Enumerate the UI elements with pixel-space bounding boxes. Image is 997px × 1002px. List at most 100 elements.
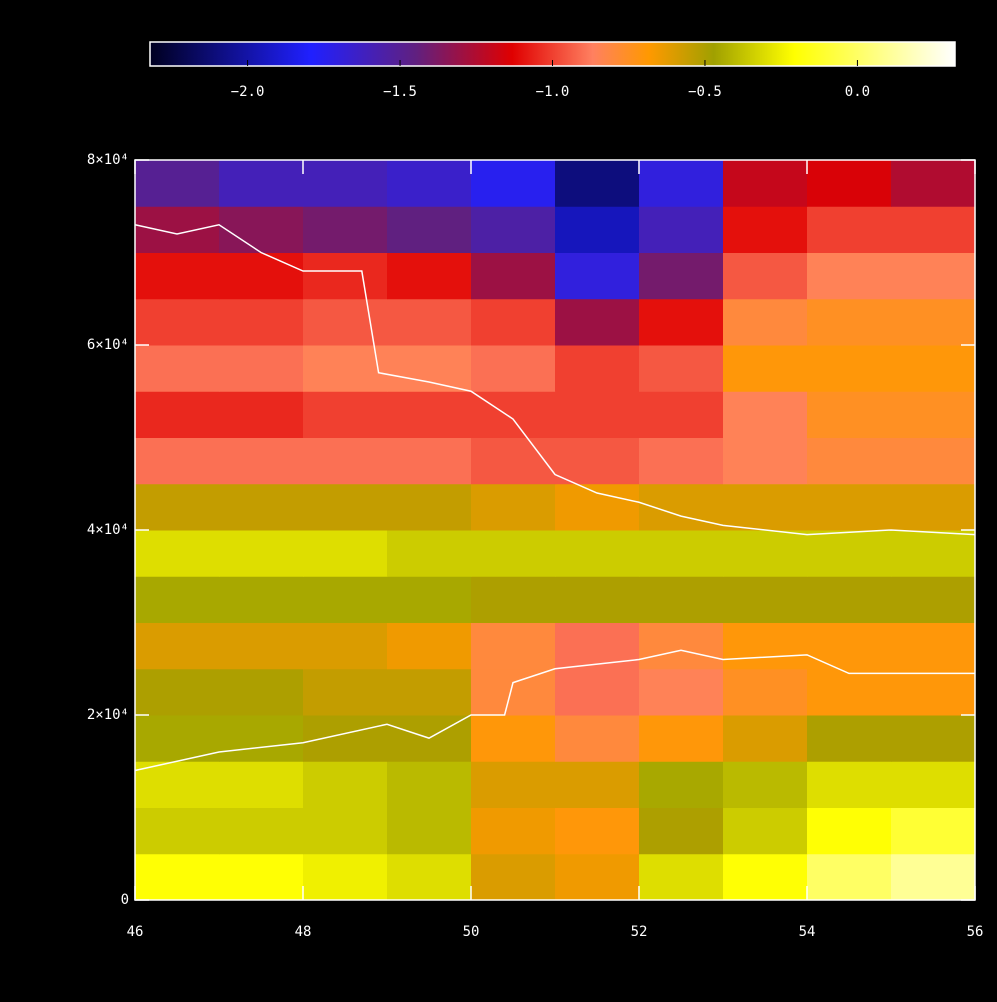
- heatmap-cell: [723, 576, 808, 623]
- heatmap-cell: [555, 761, 640, 808]
- heatmap-cell: [219, 761, 304, 808]
- contour-line: [134, 223, 976, 536]
- heatmap-cell: [471, 668, 556, 716]
- heatmap-cell: [303, 298, 388, 346]
- heatmap-cell: [639, 530, 724, 577]
- heatmap-cell: [555, 715, 640, 762]
- heatmap-cell: [135, 807, 220, 855]
- heatmap-cell: [219, 437, 304, 485]
- heatmap-cell: [303, 668, 388, 716]
- heatmap-cell: [555, 576, 640, 623]
- colorbar-tick-label: −0.5: [688, 84, 722, 100]
- heatmap-cell: [387, 807, 472, 855]
- heatmap-cell: [723, 345, 808, 392]
- colorbar-tick-label: −1.0: [536, 84, 570, 100]
- y-tick-label: 0: [121, 892, 129, 908]
- heatmap-cell: [135, 761, 220, 808]
- heatmap-cell: [723, 853, 808, 901]
- heatmap-cell: [471, 298, 556, 346]
- heatmap-cell: [723, 530, 808, 577]
- heatmap-cell: [471, 807, 556, 855]
- heatmap-cell: [891, 576, 976, 623]
- heatmap-cell: [471, 853, 556, 901]
- heatmap-cell: [303, 206, 388, 253]
- heatmap-cell: [555, 391, 640, 438]
- heatmap-cell: [891, 391, 976, 438]
- heatmap-cell: [135, 437, 220, 485]
- heatmap-cell: [891, 622, 976, 670]
- heatmap-cell: [387, 668, 472, 716]
- heatmap-cell: [723, 252, 808, 300]
- heatmap-cell: [723, 298, 808, 346]
- heatmap-cell: [639, 206, 724, 253]
- heatmap-cell: [387, 298, 472, 346]
- x-tick-label: 48: [295, 924, 312, 940]
- x-tick-label: 50: [463, 924, 480, 940]
- colorbar-tick-label: −2.0: [231, 84, 265, 100]
- heatmap-cell: [807, 761, 892, 808]
- heatmap-cell: [303, 483, 388, 531]
- y-tick-label: 6×10⁴: [87, 337, 129, 353]
- heatmap-cell: [471, 345, 556, 392]
- heatmap-cell: [807, 576, 892, 623]
- heatmap-cell: [135, 252, 220, 300]
- heatmap-cell: [387, 160, 472, 207]
- heatmap-cell: [219, 298, 304, 346]
- heatmap-cell: [471, 252, 556, 300]
- heatmap-cell: [723, 206, 808, 253]
- heatmap-cell: [555, 298, 640, 346]
- heatmap-cell: [639, 668, 724, 716]
- heatmap-cell: [807, 437, 892, 485]
- heatmap-cell: [807, 206, 892, 253]
- heatmap-cell: [135, 160, 220, 207]
- heatmap-cell: [135, 715, 220, 762]
- heatmap-cell: [891, 298, 976, 346]
- heatmap-cell: [639, 160, 724, 207]
- y-tick-label: 8×10⁴: [87, 152, 129, 168]
- heatmap-cell: [639, 345, 724, 392]
- heatmap-cell: [219, 252, 304, 300]
- heatmap-cell: [723, 807, 808, 855]
- heatmap-cell: [639, 437, 724, 485]
- heatmap-cell: [555, 668, 640, 716]
- heatmap-cell: [303, 761, 388, 808]
- heatmap-cell: [807, 530, 892, 577]
- heatmap-cell: [639, 853, 724, 901]
- heatmap-cell: [471, 576, 556, 623]
- y-tick-label: 4×10⁴: [87, 522, 129, 538]
- heatmap-cell: [807, 483, 892, 531]
- heatmap-cell: [135, 576, 220, 623]
- heatmap-cell: [891, 437, 976, 485]
- heatmap-cell: [387, 576, 472, 623]
- heatmap-cell: [807, 160, 892, 207]
- heatmap-cell: [555, 807, 640, 855]
- heatmap-cell: [303, 391, 388, 438]
- heatmap-cell: [135, 206, 220, 253]
- heatmap-cell: [303, 160, 388, 207]
- heatmap-cell: [555, 160, 640, 207]
- heatmap-cell: [891, 206, 976, 253]
- heatmap-cell: [639, 715, 724, 762]
- heatmap-cell: [471, 437, 556, 485]
- heatmap-cell: [387, 530, 472, 577]
- heatmap-cell: [807, 715, 892, 762]
- heatmap-cell: [387, 437, 472, 485]
- heatmap-cell: [639, 298, 724, 346]
- heatmap-cell: [807, 345, 892, 392]
- heatmap-cell: [219, 160, 304, 207]
- heatmap-cell: [219, 622, 304, 670]
- heatmap-cell: [807, 853, 892, 901]
- heatmap-cell: [303, 576, 388, 623]
- heatmap-cell: [639, 576, 724, 623]
- heatmap-cell: [219, 391, 304, 438]
- heatmap-cell: [471, 160, 556, 207]
- heatmap-cell: [891, 530, 976, 577]
- heatmap-cell: [219, 715, 304, 762]
- heatmap-cell: [891, 853, 976, 901]
- heatmap-cell: [723, 391, 808, 438]
- heatmap-cell: [723, 437, 808, 485]
- heatmap-cell: [219, 483, 304, 531]
- heatmap-cell: [135, 853, 220, 901]
- heatmap-cell: [639, 391, 724, 438]
- heatmap-cell: [639, 761, 724, 808]
